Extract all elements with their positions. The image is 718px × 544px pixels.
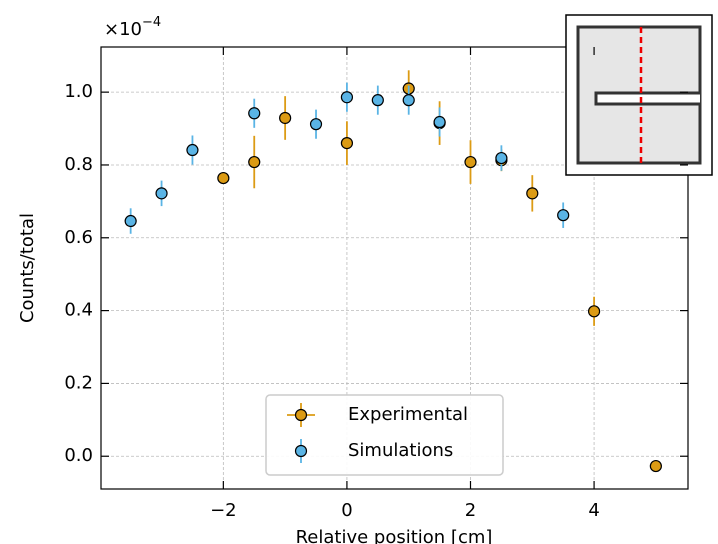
- point: [124, 214, 137, 228]
- x-tick-label: 2: [465, 500, 476, 521]
- legend-marker: [294, 408, 308, 422]
- point: [587, 305, 601, 318]
- inset-diagram: [565, 14, 713, 176]
- point: [402, 94, 415, 107]
- y-axis-label: Counts/total: [17, 213, 38, 323]
- x-tick-label: −2: [210, 500, 237, 521]
- y-tick-label: 0.8: [64, 154, 93, 175]
- point: [433, 115, 446, 129]
- legend-box: [265, 394, 504, 476]
- point: [371, 94, 384, 107]
- legend-label: Experimental: [348, 404, 468, 425]
- plot-frame: [100, 46, 689, 490]
- inset-slot: [594, 91, 700, 106]
- y-tick-label: 0.0: [64, 445, 93, 466]
- point: [649, 459, 662, 473]
- point: [526, 187, 539, 200]
- legend-marker: [294, 444, 308, 458]
- point: [248, 107, 261, 120]
- point: [340, 91, 354, 104]
- point: [340, 137, 354, 150]
- point: [279, 111, 292, 125]
- y-offset-base: ×10: [104, 19, 142, 40]
- y-tick-label: 1.0: [64, 81, 93, 102]
- point: [155, 187, 168, 200]
- y-offset-exponent: −4: [142, 15, 161, 30]
- point: [464, 155, 477, 169]
- point: [557, 209, 570, 222]
- legend: Experimental Simulations: [265, 394, 504, 476]
- marks: [124, 70, 662, 473]
- y-offset: ×10−4: [104, 15, 161, 41]
- point: [309, 118, 323, 131]
- x-axis-label: Relative position [cm]: [296, 527, 493, 544]
- point: [248, 155, 261, 169]
- point: [217, 171, 230, 185]
- legend-label: Simulations: [348, 440, 453, 461]
- x-tick-label: 4: [588, 500, 599, 521]
- y-tick-label: 0.4: [64, 300, 93, 321]
- y-tick-label: 0.2: [64, 372, 93, 393]
- point: [495, 151, 508, 165]
- y-tick-label: 0.6: [64, 227, 93, 248]
- x-tick-label: 0: [341, 500, 352, 521]
- point: [186, 143, 199, 157]
- grid: [101, 47, 688, 489]
